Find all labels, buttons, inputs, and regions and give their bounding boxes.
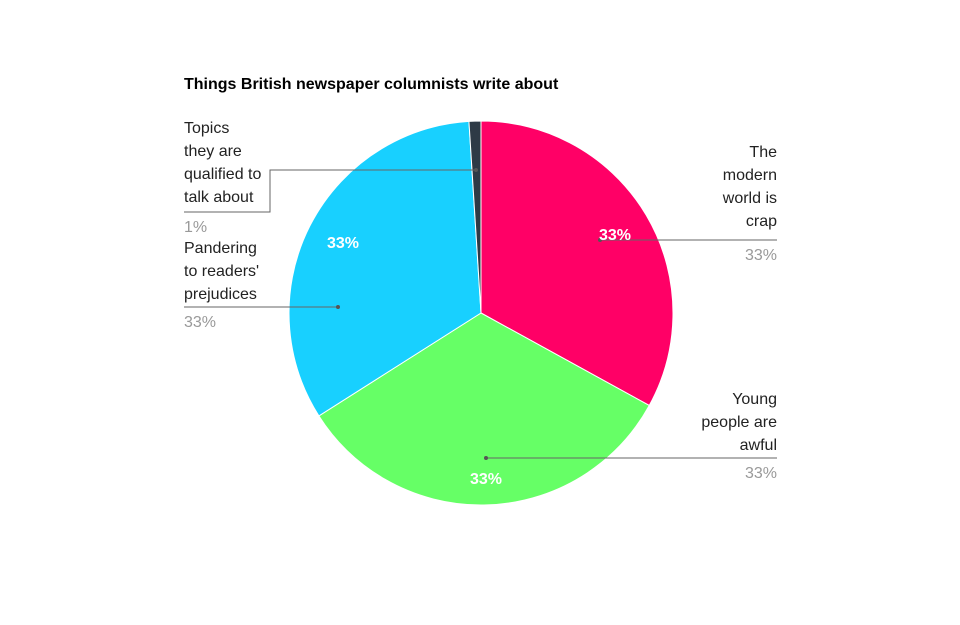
- label-line: Topics: [184, 120, 229, 137]
- label-line: they are: [184, 143, 242, 160]
- label-line: prejudices: [184, 286, 257, 303]
- inside-value-label: 33%: [599, 227, 631, 244]
- label-line: world is: [722, 190, 777, 207]
- label-line: Pandering: [184, 240, 257, 257]
- outside-value-label: 1%: [184, 219, 207, 236]
- category-label: Pandering to readers' prejudices: [184, 240, 259, 303]
- leader-dot: [336, 305, 340, 309]
- pie-slice: [480, 120, 674, 407]
- outside-value-label: 33%: [745, 247, 777, 264]
- leader-line: [184, 169, 476, 213]
- label-line: modern: [723, 167, 777, 184]
- outside-value-label: 33%: [745, 465, 777, 482]
- pie-slice: [468, 120, 482, 314]
- label-line: awful: [740, 437, 777, 454]
- outside-value-label: 33%: [184, 314, 216, 331]
- inside-value-label: 33%: [470, 471, 502, 488]
- pie-slice: [288, 120, 482, 417]
- leader-dot: [474, 168, 478, 172]
- label-line: The: [749, 144, 777, 161]
- chart-title: Things British newspaper columnists writ…: [184, 76, 559, 93]
- category-label: Topics they are qualified to talk about: [184, 120, 261, 206]
- label-line: crap: [746, 213, 777, 230]
- inside-value-label: 33%: [327, 235, 359, 252]
- label-line: qualified to: [184, 166, 261, 183]
- leader-dot: [598, 238, 602, 242]
- pie-slice: [318, 312, 650, 506]
- label-line: Young: [732, 391, 777, 408]
- leader-dot: [484, 456, 488, 460]
- label-line: talk about: [184, 189, 254, 206]
- label-line: people are: [701, 414, 777, 431]
- label-line: to readers': [184, 263, 259, 280]
- category-label: Young people are awful: [701, 391, 777, 454]
- category-label: The modern world is crap: [722, 144, 777, 230]
